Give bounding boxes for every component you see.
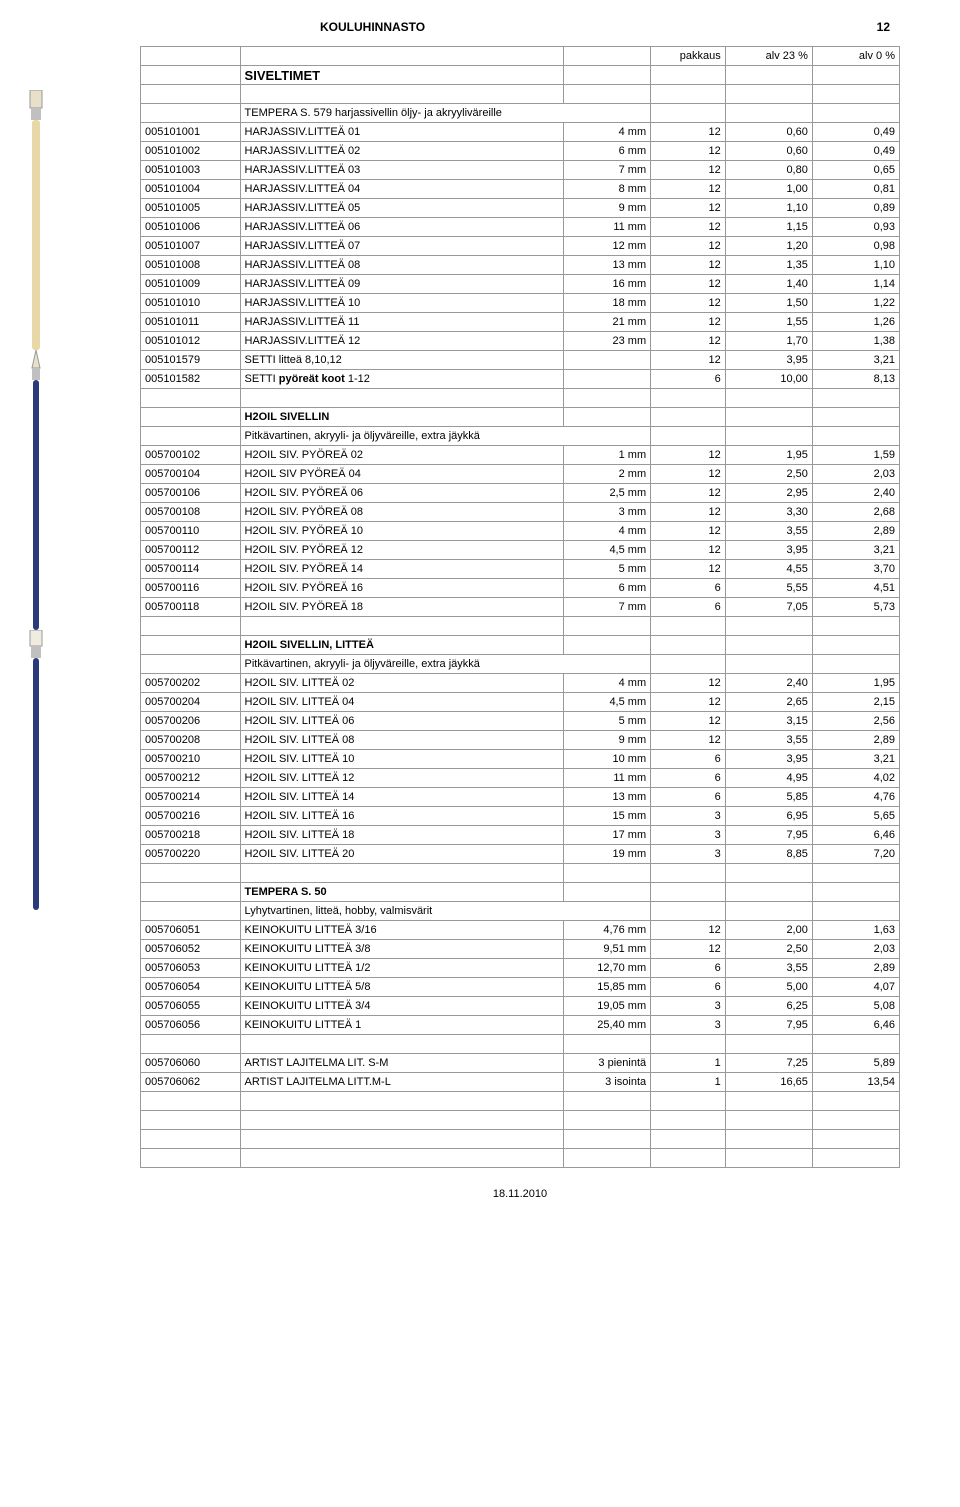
footer-date: 18.11.2010 xyxy=(140,1188,900,1200)
brush-flat-icon xyxy=(20,90,50,350)
page-number: 12 xyxy=(877,20,890,34)
doc-title: KOULUHINNASTO xyxy=(320,20,425,34)
brush-round-icon xyxy=(20,350,50,630)
page-header: KOULUHINNASTO 12 xyxy=(140,20,900,34)
price-table: pakkausalv 23 %alv 0 %SIVELTIMETTEMPERA … xyxy=(140,46,900,1168)
brush-flat2-icon xyxy=(20,630,50,910)
product-images xyxy=(20,90,130,910)
page: KOULUHINNASTO 12 pakkausalv 23 %alv 0 %S… xyxy=(0,0,960,1220)
